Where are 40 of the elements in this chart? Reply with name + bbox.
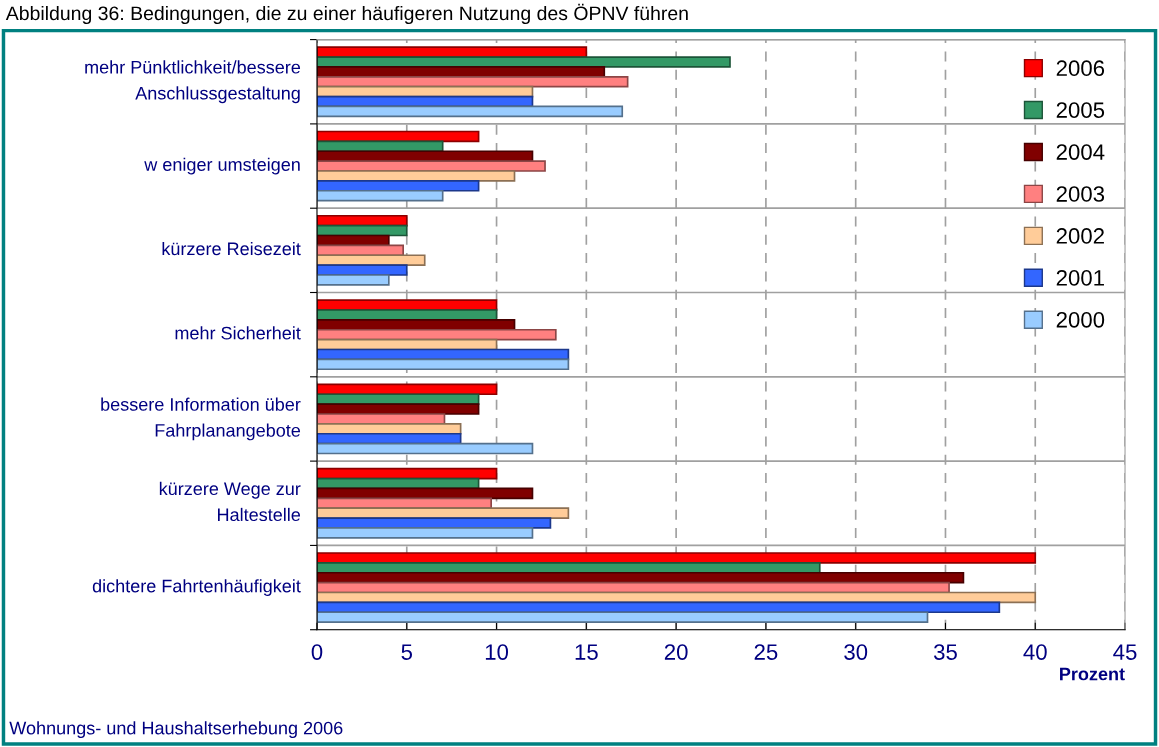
x-tick-label: 5 (401, 644, 413, 660)
y-tick-label: dichtere Fahrtenhäufigkeit (92, 579, 301, 596)
legend-label: 2001 (1056, 270, 1104, 286)
y-tick-label: mehr Sicherheit (175, 326, 301, 340)
legend-label: 2004 (1056, 144, 1105, 160)
bar (316, 527, 534, 539)
bar (316, 189, 444, 202)
bar (316, 442, 534, 455)
bar (316, 552, 1037, 564)
x-tick-label: 10 (485, 644, 509, 660)
x-tick-label: 20 (664, 644, 688, 660)
y-tick-label: kürzere Reisezeit (162, 241, 301, 256)
x-tick-label: 30 (844, 644, 868, 660)
x-axis-title: Prozent (1060, 667, 1125, 681)
bar (316, 180, 480, 192)
bar (316, 358, 570, 371)
legend-label: 2002 (1056, 228, 1104, 244)
legend-label: 2005 (1056, 102, 1105, 118)
bar (316, 403, 480, 415)
chart-title: Abbildung 36: Bedingungen, die zu einer häufigeren Nutzung des ÖPNV führen (5, 3, 688, 25)
x-tick-label: 45 (1113, 644, 1137, 660)
y-tick-label: kürzere Wege zur Haltestelle (159, 481, 301, 522)
text: Wohnungs- und Haushaltserhebung 2006 (9, 721, 343, 739)
x-tick-label: 25 (754, 644, 778, 660)
legend-label: 2006 (1056, 60, 1105, 77)
y-tick-label: mehr Pünktlichkeit/bessere Anschlussgestaltung (85, 60, 301, 104)
bar (316, 264, 408, 276)
bar (316, 56, 731, 68)
legend-label: 2003 (1056, 186, 1105, 202)
bar (316, 75, 629, 88)
x-tick-label: 0 (311, 644, 323, 660)
legend-label: 2000 (1056, 311, 1105, 328)
x-tick-label: 15 (575, 644, 598, 660)
bar (316, 274, 390, 286)
y-tick-label: bessere Information über Fahrplanangebote (101, 397, 301, 441)
bar (316, 611, 929, 623)
x-tick-label: 35 (933, 644, 957, 660)
y-tick-label: w eniger umsteigen (144, 157, 300, 175)
bar (316, 105, 624, 118)
x-tick-label: 40 (1023, 644, 1047, 660)
